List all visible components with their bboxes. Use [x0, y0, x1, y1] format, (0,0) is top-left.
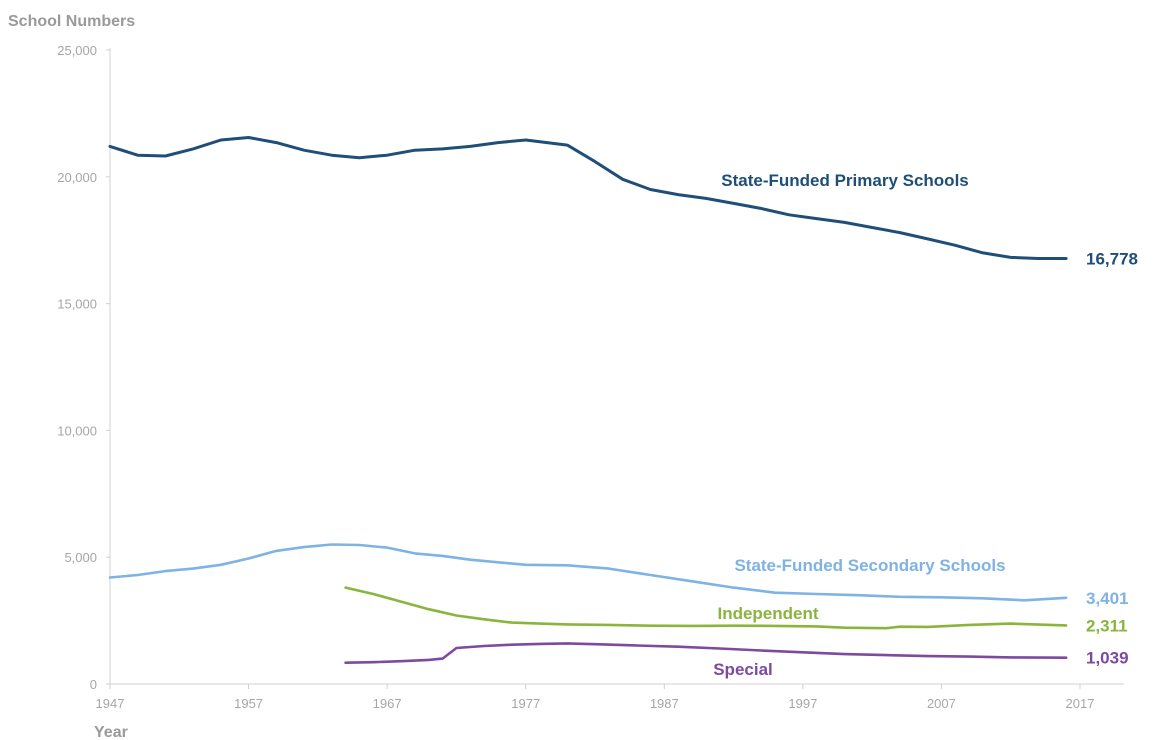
- x-tick-label: 1957: [234, 696, 263, 711]
- series-name-label: Special: [713, 660, 773, 679]
- series-line-state-funded-primary-schools: [108, 136, 1068, 260]
- x-tick-label: 1977: [511, 696, 540, 711]
- series-line-state-funded-secondary-schools: [108, 543, 1068, 602]
- series-line-independent: [344, 586, 1068, 630]
- series-name-label: State-Funded Secondary Schools: [734, 556, 1005, 575]
- series-end-value-label: 2,311: [1086, 616, 1128, 635]
- x-tick-label: 1997: [788, 696, 817, 711]
- series-end-value-label: 3,401: [1086, 589, 1129, 608]
- x-tick-label: 2007: [927, 696, 956, 711]
- y-tick-label: 15,000: [57, 297, 97, 312]
- y-tick-label: 5,000: [64, 550, 97, 565]
- x-tick-label: 1987: [650, 696, 679, 711]
- y-axis-title: School Numbers: [8, 13, 135, 30]
- axes: 0 5,000 10,000 15,000 20,000 25,000 1947 1957 19…: [57, 43, 1124, 711]
- x-tick-label: 2017: [1066, 696, 1095, 711]
- y-tick-label: 20,000: [57, 170, 97, 185]
- y-tick-label: 25,000: [57, 43, 97, 58]
- series-name-label: Independent: [717, 604, 818, 623]
- series-end-value-label: 1,039: [1086, 649, 1129, 668]
- series-end-value-label: 16,778: [1086, 250, 1138, 269]
- x-axis-title: Year: [94, 724, 128, 740]
- x-tick-label: 1947: [96, 696, 125, 711]
- series-lines: [108, 136, 1068, 664]
- series-name-label: State-Funded Primary Schools: [721, 171, 969, 190]
- series-line-special: [344, 642, 1068, 664]
- x-tick-label: 1967: [373, 696, 402, 711]
- series-labels: State-Funded Primary Schools 16,778 State-…: [713, 171, 1138, 679]
- y-tick-label: 10,000: [57, 423, 97, 438]
- y-tick-label: 0: [90, 677, 97, 692]
